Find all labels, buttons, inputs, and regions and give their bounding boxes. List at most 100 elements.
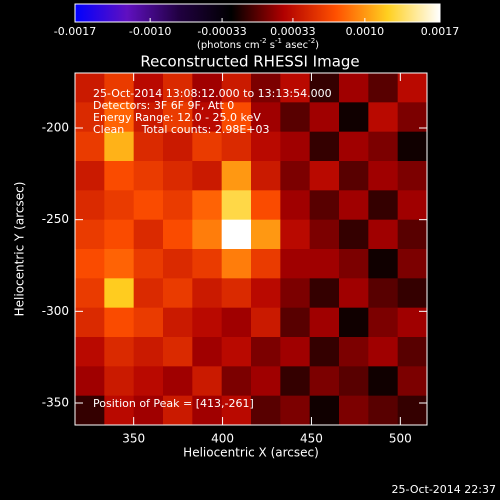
cell xyxy=(163,395,193,426)
cell xyxy=(251,73,281,103)
cell xyxy=(339,73,369,103)
cell xyxy=(251,161,281,191)
annotation: Position of Peak = [413,-261] xyxy=(93,397,254,410)
units-part: ) xyxy=(315,40,319,51)
colorbar-tick-label: 0.00033 xyxy=(270,25,316,38)
cell xyxy=(133,337,164,367)
cell xyxy=(133,161,164,191)
cell xyxy=(133,73,164,103)
cell xyxy=(397,366,428,397)
cell xyxy=(339,190,369,221)
cell xyxy=(368,307,399,338)
cell xyxy=(221,395,252,426)
cell xyxy=(163,249,193,279)
cell xyxy=(309,73,340,103)
cell xyxy=(397,73,428,103)
cell xyxy=(309,219,340,250)
colorbar-tick-label: -0.00033 xyxy=(197,25,246,38)
cell xyxy=(368,366,399,397)
cell xyxy=(397,249,428,279)
colorbar-units: (photons cm-2 s-1 asec-2) xyxy=(197,37,319,51)
cell xyxy=(192,73,223,103)
cell xyxy=(368,131,399,162)
cell xyxy=(104,307,135,338)
colorbar-tick-label: 0.0010 xyxy=(346,25,385,38)
cell xyxy=(309,161,340,191)
cell xyxy=(280,307,311,338)
y-tick-label: -350 xyxy=(42,396,69,410)
cell xyxy=(163,307,193,338)
cell xyxy=(192,307,223,338)
cell xyxy=(280,161,311,191)
cell xyxy=(192,161,223,191)
cell xyxy=(104,249,135,279)
cell xyxy=(192,131,223,162)
cell xyxy=(280,190,311,221)
cell xyxy=(368,395,399,426)
cell xyxy=(397,161,428,191)
annotation: Energy Range: 12.0 - 25.0 keV xyxy=(93,111,261,124)
cell xyxy=(75,102,105,133)
cell xyxy=(221,131,252,162)
cell xyxy=(309,395,340,426)
cell xyxy=(309,366,340,397)
cell xyxy=(192,102,223,133)
cell xyxy=(104,190,135,221)
cell xyxy=(192,337,223,367)
cell xyxy=(251,307,281,338)
cell xyxy=(280,73,311,103)
plot-frame xyxy=(74,72,428,426)
y-tick-label: -200 xyxy=(42,121,69,135)
y-tick-label: -250 xyxy=(42,212,69,226)
cell xyxy=(163,219,193,250)
cell xyxy=(163,73,193,103)
cell xyxy=(163,190,193,221)
cell xyxy=(104,366,135,397)
cell xyxy=(133,366,164,397)
cell xyxy=(368,190,399,221)
footer: 25-Oct-2014 22:37 xyxy=(392,483,496,496)
cell xyxy=(133,102,164,133)
cell xyxy=(251,190,281,221)
cell xyxy=(339,307,369,338)
cell xyxy=(368,337,399,367)
cell xyxy=(104,102,135,133)
cell xyxy=(163,366,193,397)
cell xyxy=(75,395,105,426)
cell xyxy=(221,102,252,133)
cell xyxy=(397,307,428,338)
cell xyxy=(280,102,311,133)
cell xyxy=(339,102,369,133)
cell xyxy=(251,102,281,133)
colorbar-tick-label: -0.0010 xyxy=(129,25,171,38)
cell xyxy=(192,395,223,426)
cell xyxy=(368,249,399,279)
annotation: 25-Oct-2014 13:08:12.000 to 13:13:54.000 xyxy=(93,87,332,100)
cell xyxy=(251,219,281,250)
cell xyxy=(133,249,164,279)
cell xyxy=(309,190,340,221)
cell xyxy=(339,278,369,309)
cell xyxy=(280,337,311,367)
cell xyxy=(104,131,135,162)
chart-title: Reconstructed RHESSI Image xyxy=(140,53,359,71)
cell xyxy=(251,337,281,367)
cell xyxy=(251,249,281,279)
cell xyxy=(368,102,399,133)
cell xyxy=(75,190,105,221)
x-tick-label: 450 xyxy=(300,432,323,446)
units-part: -2 xyxy=(260,37,267,45)
cell xyxy=(163,278,193,309)
cell xyxy=(104,278,135,309)
cell xyxy=(339,337,369,367)
units-part: -1 xyxy=(275,37,282,45)
cell xyxy=(280,395,311,426)
cell xyxy=(251,395,281,426)
cell xyxy=(221,73,252,103)
annotation: Clean Total counts: 2.98E+03 xyxy=(93,123,270,136)
cell xyxy=(309,102,340,133)
cell xyxy=(163,161,193,191)
cell xyxy=(221,190,252,221)
